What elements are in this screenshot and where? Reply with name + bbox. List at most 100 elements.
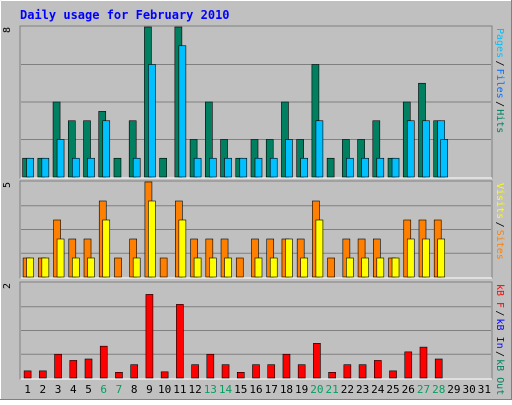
bar-3-kb-f-day-6 xyxy=(99,345,108,379)
legend-label-3-0: kB F xyxy=(494,284,505,308)
bar-3-kb-f-day-7 xyxy=(115,371,123,379)
bar-3-kb-f-day-3 xyxy=(54,353,62,379)
x-tick-label-day-22: 22 xyxy=(341,383,354,396)
bar-2-visits-day-6 xyxy=(102,219,111,278)
bar-2-visits-day-13 xyxy=(209,257,217,278)
legend-label-3-3: / xyxy=(494,351,505,357)
bar-2-visits-day-16 xyxy=(254,257,263,278)
bar-1-files-day-14 xyxy=(224,157,232,178)
bar-1-files-day-8 xyxy=(132,157,141,178)
bar-3-kb-f-day-2 xyxy=(39,370,47,379)
bar-2-visits-day-24 xyxy=(376,257,385,278)
bar-3-kb-f-day-5 xyxy=(84,358,93,379)
bar-3-kb-f-day-28 xyxy=(434,358,443,379)
bar-2-visits-day-22 xyxy=(346,257,354,278)
x-tick-label-day-29: 29 xyxy=(447,383,460,396)
x-tick-label-day-10: 10 xyxy=(158,383,171,396)
bar-2-visits-day-8 xyxy=(132,257,141,278)
bar-1-files-day-26 xyxy=(406,120,415,178)
bar-2-visits-day-25 xyxy=(391,257,400,278)
bar-1-files-day-11 xyxy=(178,45,187,178)
bar-1-files-day-15 xyxy=(239,157,248,178)
legend-label-2-2: Sites xyxy=(494,230,505,260)
bar-1-files-day-1 xyxy=(26,157,34,178)
bar-1-hits-day-5 xyxy=(83,120,91,178)
chart-title: Daily usage for February 2010 xyxy=(20,8,230,22)
bar-2-visits-day-12 xyxy=(193,257,202,278)
x-tick-label-day-20: 20 xyxy=(310,383,323,396)
bar-1-hits-day-8 xyxy=(128,120,137,178)
bar-1-files-day-12 xyxy=(193,157,202,178)
bar-1-files-day-9 xyxy=(148,64,156,178)
bar-1-hits-day-10 xyxy=(159,157,167,178)
x-tick-label-day-27: 27 xyxy=(417,383,430,396)
bar-2-visits-day-14 xyxy=(224,257,232,278)
legend-label-1-0: Pages xyxy=(494,28,505,58)
x-tick-label-day-4: 4 xyxy=(70,383,77,396)
bar-2-sites-day-21 xyxy=(327,257,335,278)
x-tick-label-day-25: 25 xyxy=(386,383,399,396)
x-tick-label-day-9: 9 xyxy=(146,383,153,396)
bar-1-files-day-20 xyxy=(315,120,324,178)
bar-1-hits-day-4 xyxy=(67,120,76,178)
bar-1-files-day-4 xyxy=(71,157,80,178)
legend-label-2-1: / xyxy=(494,222,505,228)
legend-label-3-1: / xyxy=(494,310,505,316)
bar-1-files-day-25 xyxy=(391,157,400,178)
bar-2-visits-day-20 xyxy=(315,219,324,278)
bar-1-files-day-16 xyxy=(254,157,263,178)
legend-label-3-4: kB Out xyxy=(494,359,505,395)
x-tick-label-day-31: 31 xyxy=(478,383,491,396)
y-max-label-3: 2 xyxy=(2,283,13,289)
legend-label-1-3: / xyxy=(494,101,505,107)
bar-2-visits-day-19 xyxy=(300,257,308,278)
x-tick-label-day-21: 21 xyxy=(326,383,339,396)
x-tick-label-day-16: 16 xyxy=(249,383,262,396)
bar-3-kb-f-day-17 xyxy=(267,364,276,379)
bar-2-visits-day-28 xyxy=(437,238,446,278)
bar-3-kb-f-day-14 xyxy=(221,364,230,379)
bar-3-kb-f-day-21 xyxy=(328,371,336,379)
x-tick-label-day-17: 17 xyxy=(265,383,278,396)
x-tick-label-day-14: 14 xyxy=(219,383,233,396)
bar-3-kb-f-day-11 xyxy=(176,304,184,379)
bar-2-visits-day-23 xyxy=(361,257,369,278)
bar-3-kb-f-day-13 xyxy=(206,353,215,379)
bar-2-visits-day-1 xyxy=(26,257,34,278)
legend-label-1-1: / xyxy=(494,61,505,67)
bar-3-kb-f-day-22 xyxy=(343,364,352,379)
legend-label-3-2: kB In xyxy=(494,319,505,349)
x-tick-label-day-23: 23 xyxy=(356,383,369,396)
bar-3-kb-f-day-25 xyxy=(389,370,397,379)
bar-2-visits-day-9 xyxy=(148,200,156,278)
x-tick-label-day-11: 11 xyxy=(173,383,186,396)
bar-3-kb-f-day-26 xyxy=(404,351,413,379)
bar-1-files-day-27 xyxy=(422,120,430,178)
x-tick-label-day-30: 30 xyxy=(463,383,476,396)
x-tick-label-day-12: 12 xyxy=(188,383,201,396)
bar-3-kb-f-day-24 xyxy=(374,360,382,379)
bar-1-hits-day-13 xyxy=(205,101,213,178)
bar-3-kb-f-day-27 xyxy=(419,346,428,379)
y-max-label-2: 5 xyxy=(2,182,13,188)
x-tick-label-day-2: 2 xyxy=(40,383,47,396)
x-tick-label-day-8: 8 xyxy=(131,383,138,396)
bar-1-files-day-19 xyxy=(300,157,308,178)
legend-label-1-2: Files xyxy=(494,69,505,99)
bar-1-pages-day-28 xyxy=(440,139,449,178)
x-tick-label-day-6: 6 xyxy=(100,383,107,396)
bar-3-kb-f-day-4 xyxy=(69,360,78,379)
x-tick-label-day-13: 13 xyxy=(204,383,217,396)
x-tick-label-day-5: 5 xyxy=(85,383,92,396)
bar-3-kb-f-day-16 xyxy=(252,364,260,379)
bar-2-visits-day-2 xyxy=(41,257,50,278)
bar-3-kb-f-day-12 xyxy=(191,364,199,379)
bar-2-visits-day-27 xyxy=(422,238,430,278)
bar-1-files-day-6 xyxy=(102,120,111,178)
bar-2-sites-day-7 xyxy=(114,257,122,278)
bar-3-kb-f-day-20 xyxy=(313,343,321,379)
legend-label-2-0: Visits xyxy=(494,183,505,219)
